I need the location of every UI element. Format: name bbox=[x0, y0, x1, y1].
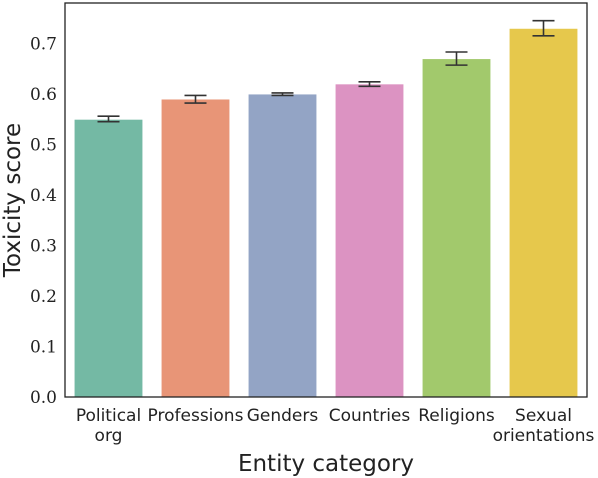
y-tick-label-6: 0.6 bbox=[30, 85, 57, 105]
bars-group bbox=[74, 28, 578, 398]
y-tick-label-1: 0.1 bbox=[30, 337, 57, 357]
bar-5 bbox=[509, 28, 578, 398]
bar-3 bbox=[335, 84, 404, 398]
error-bar-0 bbox=[97, 115, 120, 123]
bar-1 bbox=[161, 99, 230, 397]
x-axis-title: Entity category bbox=[238, 451, 414, 477]
bar-4 bbox=[422, 59, 491, 398]
y-tick-label-5: 0.5 bbox=[30, 135, 57, 155]
error-bar-3 bbox=[358, 81, 381, 88]
error-bar-2 bbox=[271, 92, 294, 97]
y-tick-label-0: 0.0 bbox=[30, 388, 57, 408]
x-tick-label-2: Genders bbox=[247, 406, 319, 426]
x-tick-label-1: Professions bbox=[148, 406, 244, 426]
x-tick-label-4: Religions bbox=[418, 406, 495, 426]
error-bars-group bbox=[97, 19, 555, 123]
error-bar-5 bbox=[532, 19, 555, 37]
x-tick-labels: Political org Professions Genders Countries R… bbox=[76, 406, 595, 446]
y-axis-title: Toxicity score bbox=[0, 123, 26, 278]
y-tick-label-3: 0.3 bbox=[30, 236, 57, 256]
y-tick-label-4: 0.4 bbox=[30, 186, 57, 206]
x-tick-label-0: Political org bbox=[76, 406, 141, 446]
error-bar-4 bbox=[445, 51, 468, 66]
error-bar-1 bbox=[184, 94, 207, 104]
plot-frame bbox=[64, 2, 588, 398]
y-tick-labels: 0.0 0.1 0.2 0.3 0.4 0.5 0.6 0.7 bbox=[30, 34, 57, 408]
y-tick-label-2: 0.2 bbox=[30, 287, 57, 307]
x-tick-label-3: Countries bbox=[329, 406, 411, 426]
bar-0 bbox=[74, 119, 143, 397]
y-tick-label-7: 0.7 bbox=[30, 34, 57, 54]
bar-2 bbox=[248, 94, 317, 397]
x-tick-label-5: Sexual orientations bbox=[493, 406, 595, 446]
